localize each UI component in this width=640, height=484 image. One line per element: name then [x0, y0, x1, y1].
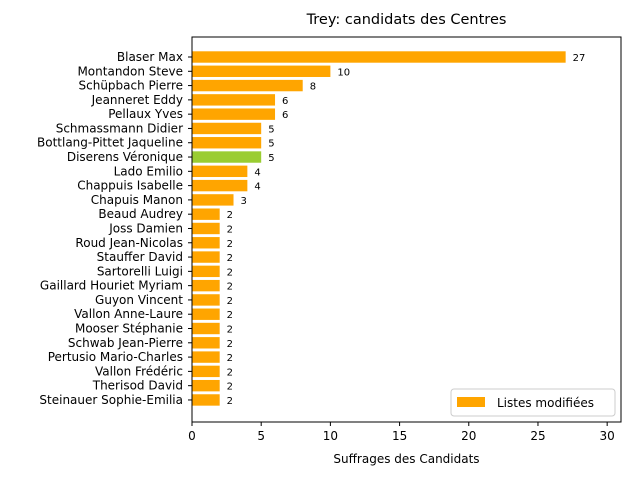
- category-label-pellaux-yves: Pellaux Yves: [108, 107, 183, 121]
- category-label-montandon-steve: Montandon Steve: [77, 64, 183, 78]
- x-tick-label-5: 5: [257, 429, 265, 443]
- x-axis-title: Suffrages des Candidats: [333, 452, 479, 466]
- bar-stauffer-david: [192, 251, 220, 263]
- category-label-steinauer-sophie-emilia: Steinauer Sophie-Emilia: [39, 393, 183, 407]
- category-label-lado-emilio: Lado Emilio: [114, 164, 183, 178]
- category-label-schmassmann-didier: Schmassmann Didier: [56, 121, 183, 135]
- bar-blaser-max: [192, 51, 566, 63]
- value-label-lado-emilio: 4: [254, 167, 260, 178]
- bar-mooser-stephanie: [192, 322, 220, 335]
- category-label-therisod-david: Therisod David: [92, 379, 183, 393]
- bar-schupbach-pierre: [192, 79, 303, 92]
- category-label-diserens-veronique: Diserens Véronique: [67, 150, 183, 164]
- bar-therisod-david: [192, 379, 220, 392]
- x-tick-label-25: 25: [530, 429, 545, 443]
- value-label-blaser-max: 27: [573, 53, 586, 64]
- category-label-stauffer-david: Stauffer David: [97, 250, 183, 264]
- value-label-stauffer-david: 2: [227, 253, 233, 264]
- category-label-chapuis-manon: Chapuis Manon: [91, 193, 183, 207]
- bar-guyon-vincent: [192, 294, 220, 306]
- bar-gaillard-houriet-myriam: [192, 279, 220, 292]
- legend-entry-listes-modifiees: Listes modifiées: [497, 396, 594, 410]
- value-label-joss-damien: 2: [227, 224, 233, 235]
- value-label-chappuis-isabelle: 4: [254, 182, 260, 193]
- bar-steinauer-sophie-emilia: [192, 394, 220, 406]
- x-tick-label-20: 20: [461, 429, 476, 443]
- bar-diserens-veronique: [192, 151, 262, 163]
- category-label-beaud-audrey: Beaud Audrey: [98, 207, 183, 221]
- value-label-mooser-stephanie: 2: [227, 325, 233, 336]
- x-tick-label-10: 10: [323, 429, 338, 443]
- bar-lado-emilio: [192, 165, 248, 178]
- category-label-mooser-stephanie: Mooser Stéphanie: [75, 322, 183, 336]
- bar-roud-jean-nicolas: [192, 237, 220, 249]
- value-label-vallon-anne-laure: 2: [227, 310, 233, 321]
- value-label-vallon-frederic: 2: [227, 367, 233, 378]
- value-label-guyon-vincent: 2: [227, 296, 233, 307]
- category-label-roud-jean-nicolas: Roud Jean-Nicolas: [75, 236, 183, 250]
- bar-schmassmann-didier: [192, 122, 262, 135]
- value-label-schwab-jean-pierre: 2: [227, 339, 233, 350]
- value-label-schupbach-pierre: 8: [310, 82, 316, 93]
- x-axis-ticks: 0 5 10 15 20 25 30: [188, 422, 615, 443]
- value-label-gaillard-houriet-myriam: 2: [227, 282, 233, 293]
- value-label-schmassmann-didier: 5: [268, 124, 274, 135]
- value-label-montandon-steve: 10: [337, 67, 350, 78]
- category-label-blaser-max: Blaser Max: [117, 50, 183, 64]
- bar-pellaux-yves: [192, 108, 276, 120]
- category-label-jeanneret-eddy: Jeanneret Eddy: [91, 93, 183, 107]
- bar-chappuis-isabelle: [192, 179, 248, 192]
- chart-title: Trey: candidats des Centres: [306, 12, 507, 28]
- bar-sartorelli-luigi: [192, 265, 220, 278]
- category-label-sartorelli-luigi: Sartorelli Luigi: [97, 264, 183, 278]
- value-label-steinauer-sophie-emilia: 2: [227, 396, 233, 407]
- bars-group: [192, 51, 566, 406]
- bar-chapuis-manon: [192, 194, 234, 206]
- value-label-therisod-david: 2: [227, 382, 233, 393]
- value-label-pellaux-yves: 6: [282, 110, 288, 121]
- plot-frame: [191, 36, 622, 423]
- category-label-schwab-jean-pierre: Schwab Jean-Pierre: [68, 336, 183, 350]
- bar-schwab-jean-pierre: [192, 337, 220, 349]
- category-label-guyon-vincent: Guyon Vincent: [95, 293, 183, 307]
- value-label-roud-jean-nicolas: 2: [227, 239, 233, 250]
- bar-jeanneret-eddy: [192, 94, 276, 106]
- legend-box: [450, 388, 616, 417]
- category-label-gaillard-houriet-myriam: Gaillard Houriet Myriam: [40, 279, 183, 293]
- value-label-sartorelli-luigi: 2: [227, 267, 233, 278]
- category-label-vallon-anne-laure: Vallon Anne-Laure: [74, 307, 183, 321]
- bar-vallon-anne-laure: [192, 308, 220, 320]
- bar-beaud-audrey: [192, 208, 220, 220]
- category-label-vallon-frederic: Vallon Frédéric: [95, 364, 183, 378]
- value-label-beaud-audrey: 2: [227, 210, 233, 221]
- category-label-chappuis-isabelle: Chappuis Isabelle: [77, 179, 183, 193]
- value-label-chapuis-manon: 3: [241, 196, 247, 207]
- category-label-joss-damien: Joss Damien: [108, 221, 183, 235]
- bar-vallon-frederic: [192, 365, 220, 378]
- bar-bottlang-pittet-jaqueline: [192, 137, 262, 149]
- category-label-schupbach-pierre: Schüpbach Pierre: [79, 79, 184, 93]
- bar-joss-damien: [192, 222, 220, 235]
- value-label-diserens-veronique: 5: [268, 153, 274, 164]
- value-label-pertusio-mario-charles: 2: [227, 353, 233, 364]
- bar-montandon-steve: [192, 65, 331, 77]
- x-tick-label-30: 30: [600, 429, 615, 443]
- category-label-bottlang-pittet-jaqueline: Bottlang-Pittet Jaqueline: [37, 136, 183, 150]
- value-label-bottlang-pittet-jaqueline: 5: [268, 139, 274, 150]
- legend: Listes modifiées: [450, 388, 616, 417]
- x-tick-label-0: 0: [188, 429, 196, 443]
- legend-swatch: [457, 397, 485, 407]
- bar-pertusio-mario-charles: [192, 351, 220, 363]
- value-label-jeanneret-eddy: 6: [282, 96, 288, 107]
- category-label-pertusio-mario-charles: Pertusio Mario-Charles: [48, 350, 183, 364]
- x-tick-label-15: 15: [392, 429, 407, 443]
